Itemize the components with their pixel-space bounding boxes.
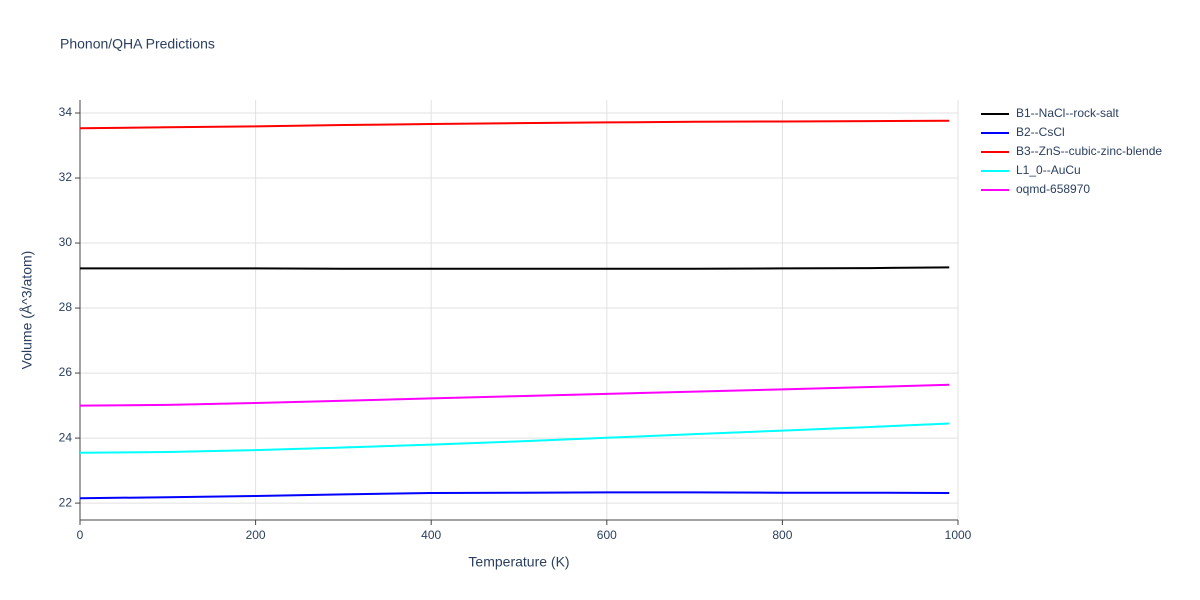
series-line [79, 491, 950, 500]
y-tick-label: 26 [59, 365, 73, 379]
x-tick-label: 600 [597, 528, 617, 542]
series-line [79, 422, 950, 454]
series-line [80, 266, 950, 270]
x-tick-label: 1000 [945, 528, 972, 542]
legend-label: B1--NaCl--rock-salt [1016, 106, 1119, 120]
y-tick-label: 32 [59, 170, 73, 184]
y-tick-label: 22 [59, 495, 73, 509]
series-line [79, 119, 950, 130]
x-tick-label: 800 [772, 528, 792, 542]
y-tick-label: 34 [59, 105, 73, 119]
series-line [79, 383, 950, 407]
legend-label: B3--ZnS--cubic-zinc-blende [1016, 144, 1162, 158]
chart-title: Phonon/QHA Predictions [60, 36, 215, 52]
legend-label: B2--CsCl [1016, 125, 1065, 139]
x-tick-label: 0 [77, 528, 84, 542]
legend-label: oqmd-658970 [1016, 182, 1090, 196]
y-tick-label: 30 [59, 235, 73, 249]
x-tick-label: 200 [246, 528, 266, 542]
y-tick-label: 24 [59, 430, 73, 444]
x-axis-title: Temperature (K) [468, 554, 569, 570]
x-tick-label: 400 [421, 528, 441, 542]
legend-label: L1_0--AuCu [1016, 163, 1081, 177]
y-tick-label: 28 [59, 300, 73, 314]
y-axis-title: Volume (Å^3/atom) [19, 251, 35, 370]
